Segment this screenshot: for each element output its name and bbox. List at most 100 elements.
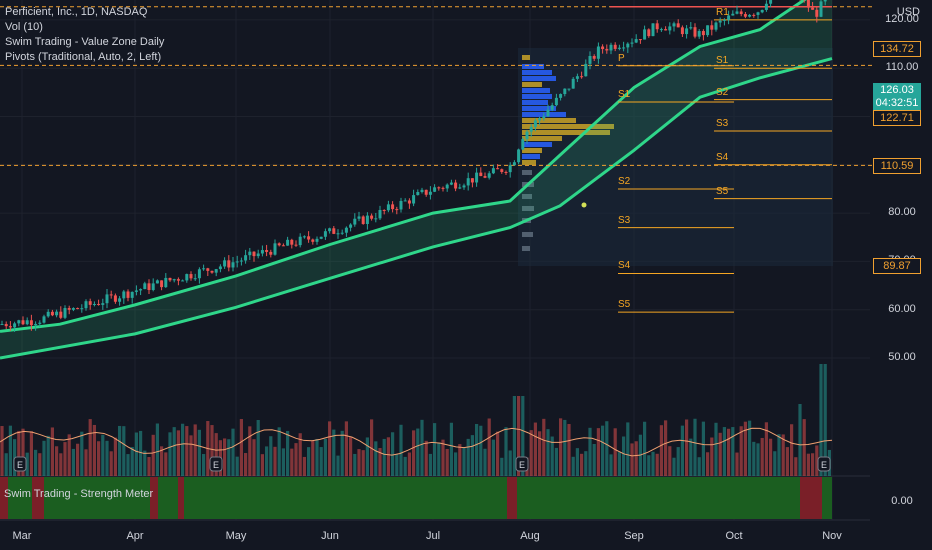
candle-body: [819, 1, 823, 17]
volume-bar: [294, 443, 298, 476]
candle-body: [290, 239, 294, 245]
candle-body: [651, 23, 655, 37]
value-zone-indicator-label[interactable]: Swim Trading - Value Zone Daily: [5, 36, 165, 48]
volume-bar: [546, 429, 550, 476]
strength-red-segment: [507, 477, 517, 519]
profile-bar: [522, 246, 530, 251]
candle-body: [496, 168, 500, 170]
volume-bar: [819, 364, 823, 476]
candle-body: [374, 218, 378, 220]
candle-body: [315, 238, 319, 242]
volume-bar: [67, 434, 71, 476]
candle-body: [433, 187, 437, 192]
last-price-value: 126.03: [880, 84, 914, 96]
candle-body: [378, 210, 382, 219]
candle-body: [769, 0, 773, 4]
volume-bar: [655, 453, 659, 476]
candle-body: [592, 56, 596, 59]
volume-bar: [143, 450, 147, 476]
pivot-label: S5: [618, 299, 631, 311]
volume-bar: [454, 452, 458, 476]
candle-body: [521, 139, 525, 150]
candle-body: [634, 39, 638, 43]
volume-bar: [479, 425, 483, 476]
candle-body: [176, 279, 180, 281]
value-zone-fill: [0, 0, 832, 358]
volume-bar: [407, 452, 411, 476]
candle-body: [567, 88, 571, 90]
volume-bar: [491, 439, 495, 476]
volume-bar: [160, 446, 164, 476]
profile-bar: [522, 154, 540, 159]
candle-body: [668, 26, 672, 31]
volume-bar: [189, 435, 193, 476]
volume-bars: [0, 364, 833, 476]
candle-body: [559, 94, 563, 98]
volume-bar: [470, 435, 474, 476]
volume-bar: [630, 443, 634, 476]
strength-red-segment: [0, 477, 8, 519]
pivot-label: P: [618, 52, 625, 64]
volume-bar: [769, 438, 773, 476]
volume-bar: [168, 432, 172, 476]
volume-bar: [176, 430, 180, 476]
high-price-tag: 134.72: [873, 41, 921, 57]
volume-bar: [504, 427, 508, 476]
pivot-label: S2: [618, 175, 631, 187]
volume-bar: [680, 425, 684, 476]
candle-body: [328, 228, 332, 232]
candle-body: [407, 200, 411, 204]
candle-body: [281, 245, 285, 247]
volume-bar: [643, 421, 647, 476]
candle-body: [483, 176, 487, 178]
candle-body: [126, 291, 130, 298]
candle-body: [113, 295, 117, 302]
pivot-label: S5: [716, 185, 729, 197]
volume-bar: [4, 453, 8, 476]
candle-body: [386, 204, 390, 211]
candle-body: [323, 231, 327, 237]
candle-body: [181, 280, 185, 282]
candle-body: [105, 294, 109, 304]
volume-bar: [475, 423, 479, 476]
pivot-label: R1: [716, 6, 729, 18]
symbol-title[interactable]: Perficient, Inc., 1D, NASDAQ: [5, 6, 148, 18]
volume-bar: [302, 456, 306, 476]
volume-bar: [8, 425, 12, 476]
volume-bar: [164, 452, 168, 476]
strength-meter-label[interactable]: Swim Trading - Strength Meter: [4, 488, 154, 500]
volume-bar: [197, 429, 201, 476]
volume-bar: [420, 419, 424, 476]
volume-bar: [685, 419, 689, 476]
candle-body: [206, 268, 210, 271]
volume-bar: [105, 440, 109, 476]
volume-bar: [416, 428, 420, 476]
profile-bar: [522, 160, 536, 165]
profile-bar: [522, 232, 533, 237]
candle-body: [470, 178, 474, 183]
candle-body: [693, 27, 697, 37]
candle-body: [71, 308, 75, 310]
candle-body: [680, 27, 684, 35]
time-tick: Sep: [624, 530, 644, 542]
volume-indicator-label[interactable]: Vol (10): [5, 21, 43, 33]
pivots-indicator-label[interactable]: Pivots (Traditional, Auto, 2, Left): [5, 51, 162, 63]
candle-body: [344, 227, 348, 233]
currency-label[interactable]: USD: [896, 6, 920, 18]
volume-bar: [80, 431, 84, 476]
volume-bar: [811, 453, 815, 476]
candle-body: [118, 298, 122, 302]
candle-body: [302, 236, 306, 238]
strength-red-segment: [32, 477, 44, 519]
candle-body: [164, 277, 168, 288]
time-tick: Aug: [520, 530, 540, 542]
volume-bar: [134, 432, 138, 476]
time-tick: Apr: [126, 530, 144, 542]
candle-body: [147, 283, 151, 290]
volume-bar: [181, 423, 185, 476]
candle-body: [189, 274, 193, 279]
candle-body: [701, 31, 705, 36]
candle-body: [353, 218, 357, 225]
profile-bar: [522, 130, 610, 135]
